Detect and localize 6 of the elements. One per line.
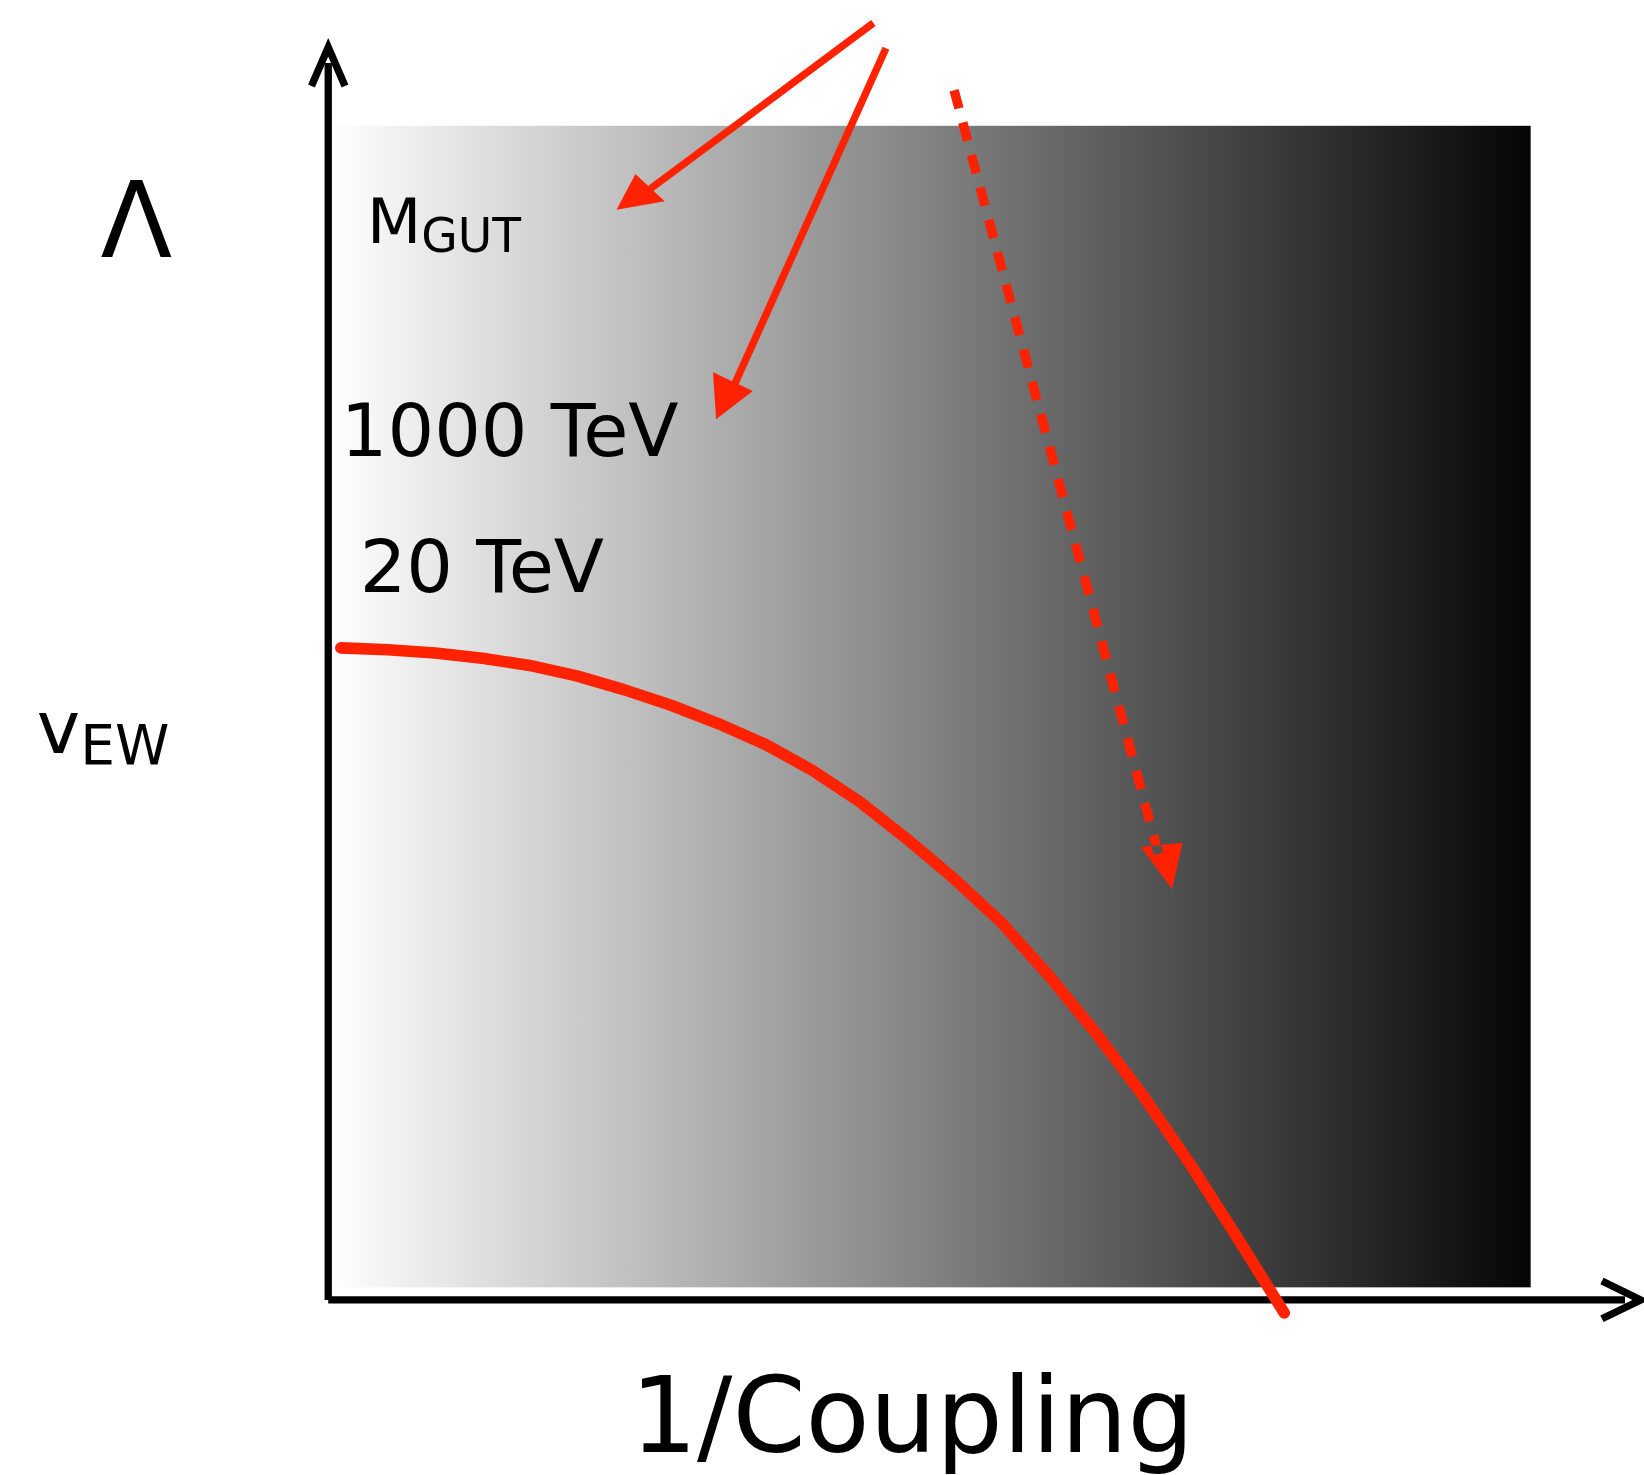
- y-axis-title: Λ: [100, 159, 173, 282]
- text: 1000 TeV: [340, 388, 679, 474]
- x-axis-title: 1/Coupling: [630, 1354, 1194, 1475]
- text: M$_{GUT}$: [367, 185, 522, 264]
- text: v$_{EW}$: [36, 684, 170, 777]
- text: 20 TeV: [359, 524, 605, 610]
